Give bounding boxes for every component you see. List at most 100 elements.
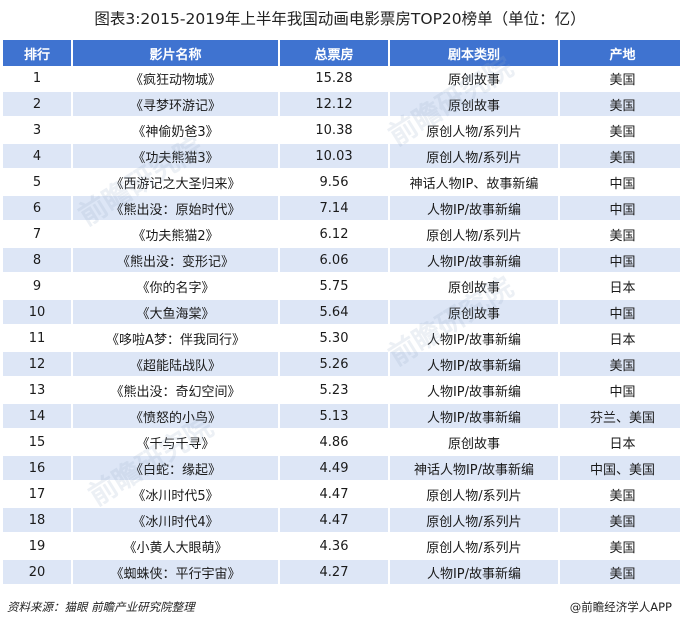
cell-film-name: 《西游记之大圣归来》 xyxy=(73,170,280,196)
cell-origin: 芬兰、美国 xyxy=(560,404,680,430)
cell-rank: 2 xyxy=(3,92,73,118)
table-row: 8 《熊出没：变形记》 6.06 人物IP/故事新编 中国 xyxy=(3,248,680,274)
cell-rank: 13 xyxy=(3,378,73,404)
cell-script-type: 原创人物/系列片 xyxy=(390,144,560,170)
table-row: 11 《哆啦A梦：伴我同行》 5.30 人物IP/故事新编 日本 xyxy=(3,326,680,352)
cell-script-type: 原创故事 xyxy=(390,430,560,456)
cell-script-type: 原创人物/系列片 xyxy=(390,534,560,560)
cell-box-office: 10.38 xyxy=(280,118,390,144)
cell-origin: 中国 xyxy=(560,170,680,196)
cell-rank: 15 xyxy=(3,430,73,456)
table-row: 1 《疯狂动物城》 15.28 原创故事 美国 xyxy=(3,66,680,92)
cell-origin: 中国 xyxy=(560,196,680,222)
cell-film-name: 《熊出没：原始时代》 xyxy=(73,196,280,222)
cell-film-name: 《白蛇：缘起》 xyxy=(73,456,280,482)
cell-origin: 日本 xyxy=(560,274,680,300)
table-row: 20 《蜘蛛侠：平行宇宙》 4.27 人物IP/故事新编 美国 xyxy=(3,560,680,586)
cell-box-office: 5.30 xyxy=(280,326,390,352)
header-film-name: 影片名称 xyxy=(73,40,280,66)
cell-origin: 美国 xyxy=(560,534,680,560)
cell-script-type: 神话人物IP、故事新编 xyxy=(390,170,560,196)
cell-film-name: 《小黄人大眼萌》 xyxy=(73,534,280,560)
cell-rank: 6 xyxy=(3,196,73,222)
cell-rank: 12 xyxy=(3,352,73,378)
cell-script-type: 人物IP/故事新编 xyxy=(390,196,560,222)
table-row: 13 《熊出没：奇幻空间》 5.23 人物IP/故事新编 中国 xyxy=(3,378,680,404)
table-body: 1 《疯狂动物城》 15.28 原创故事 美国 2 《寻梦环游记》 12.12 原创故事 美国 3 《… xyxy=(3,66,680,586)
table-row: 17 《冰川时代5》 4.47 原创人物/系列片 美国 xyxy=(3,482,680,508)
cell-rank: 14 xyxy=(3,404,73,430)
cell-box-office: 4.36 xyxy=(280,534,390,560)
cell-origin: 日本 xyxy=(560,430,680,456)
cell-box-office: 5.23 xyxy=(280,378,390,404)
cell-rank: 1 xyxy=(3,66,73,92)
cell-origin: 美国 xyxy=(560,144,680,170)
table-row: 9 《你的名字》 5.75 原创故事 日本 xyxy=(3,274,680,300)
table-row: 10 《大鱼海棠》 5.64 原创故事 中国 xyxy=(3,300,680,326)
cell-rank: 5 xyxy=(3,170,73,196)
cell-film-name: 《大鱼海棠》 xyxy=(73,300,280,326)
footer: 资料来源：猫眼 前瞻产业研究院整理 @前瞻经济学人APP xyxy=(0,596,680,618)
cell-box-office: 6.06 xyxy=(280,248,390,274)
cell-rank: 4 xyxy=(3,144,73,170)
cell-script-type: 原创故事 xyxy=(390,66,560,92)
box-office-table: 排行 影片名称 总票房 剧本类别 产地 1 《疯狂动物城》 15.28 原创故事 美国 2 《寻梦环… xyxy=(3,40,680,586)
cell-origin: 中国 xyxy=(560,300,680,326)
header-row: 排行 影片名称 总票房 剧本类别 产地 xyxy=(3,40,680,66)
cell-rank: 3 xyxy=(3,118,73,144)
cell-box-office: 7.14 xyxy=(280,196,390,222)
header-origin: 产地 xyxy=(560,40,680,66)
cell-box-office: 5.75 xyxy=(280,274,390,300)
cell-origin: 美国 xyxy=(560,66,680,92)
cell-origin: 美国 xyxy=(560,508,680,534)
cell-film-name: 《冰川时代5》 xyxy=(73,482,280,508)
cell-box-office: 5.13 xyxy=(280,404,390,430)
cell-rank: 16 xyxy=(3,456,73,482)
cell-film-name: 《愤怒的小鸟》 xyxy=(73,404,280,430)
cell-origin: 美国 xyxy=(560,118,680,144)
header-script-type: 剧本类别 xyxy=(390,40,560,66)
cell-rank: 11 xyxy=(3,326,73,352)
cell-box-office: 9.56 xyxy=(280,170,390,196)
cell-film-name: 《功夫熊猫2》 xyxy=(73,222,280,248)
cell-origin: 美国 xyxy=(560,92,680,118)
header-rank: 排行 xyxy=(3,40,73,66)
cell-origin: 美国 xyxy=(560,560,680,586)
cell-film-name: 《冰川时代4》 xyxy=(73,508,280,534)
table-row: 18 《冰川时代4》 4.47 原创人物/系列片 美国 xyxy=(3,508,680,534)
cell-box-office: 4.86 xyxy=(280,430,390,456)
cell-film-name: 《千与千寻》 xyxy=(73,430,280,456)
cell-script-type: 原创人物/系列片 xyxy=(390,508,560,534)
cell-box-office: 10.03 xyxy=(280,144,390,170)
cell-rank: 10 xyxy=(3,300,73,326)
cell-script-type: 原创故事 xyxy=(390,92,560,118)
cell-script-type: 原创人物/系列片 xyxy=(390,118,560,144)
cell-script-type: 人物IP/故事新编 xyxy=(390,352,560,378)
cell-origin: 美国 xyxy=(560,482,680,508)
cell-script-type: 人物IP/故事新编 xyxy=(390,326,560,352)
cell-script-type: 人物IP/故事新编 xyxy=(390,248,560,274)
cell-box-office: 4.27 xyxy=(280,560,390,586)
cell-rank: 17 xyxy=(3,482,73,508)
cell-origin: 中国 xyxy=(560,248,680,274)
cell-film-name: 《功夫熊猫3》 xyxy=(73,144,280,170)
cell-script-type: 原创人物/系列片 xyxy=(390,482,560,508)
cell-script-type: 原创人物/系列片 xyxy=(390,222,560,248)
cell-box-office: 15.28 xyxy=(280,66,390,92)
cell-film-name: 《超能陆战队》 xyxy=(73,352,280,378)
cell-origin: 美国 xyxy=(560,222,680,248)
table-row: 4 《功夫熊猫3》 10.03 原创人物/系列片 美国 xyxy=(3,144,680,170)
cell-origin: 中国 xyxy=(560,378,680,404)
cell-origin: 中国、美国 xyxy=(560,456,680,482)
table-row: 19 《小黄人大眼萌》 4.36 原创人物/系列片 美国 xyxy=(3,534,680,560)
cell-film-name: 《疯狂动物城》 xyxy=(73,66,280,92)
brand-label: @前瞻经济学人APP xyxy=(569,600,672,614)
table-row: 2 《寻梦环游记》 12.12 原创故事 美国 xyxy=(3,92,680,118)
cell-rank: 18 xyxy=(3,508,73,534)
cell-script-type: 神话人物IP/故事新编 xyxy=(390,456,560,482)
cell-rank: 9 xyxy=(3,274,73,300)
cell-script-type: 人物IP/故事新编 xyxy=(390,378,560,404)
cell-box-office: 5.64 xyxy=(280,300,390,326)
table-header: 排行 影片名称 总票房 剧本类别 产地 xyxy=(3,40,680,66)
cell-film-name: 《神偷奶爸3》 xyxy=(73,118,280,144)
